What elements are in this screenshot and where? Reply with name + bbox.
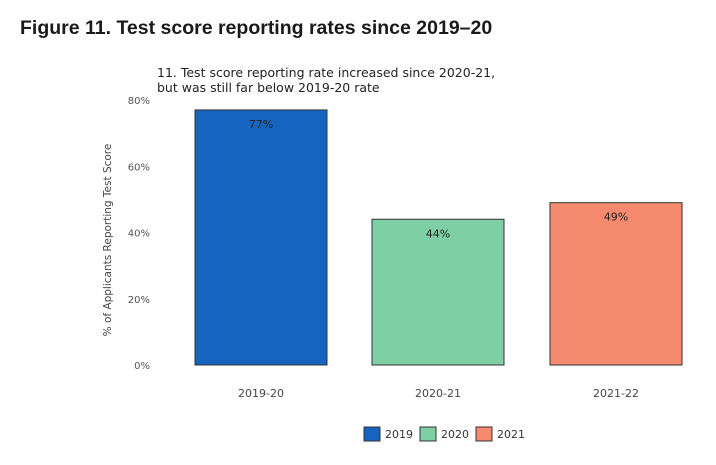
bar-value-label: 77% bbox=[249, 118, 273, 131]
legend: 2019 2020 2021 bbox=[363, 426, 525, 442]
x-axis-labels: 2019-20 2020-21 2021-22 bbox=[238, 387, 639, 400]
bar-value-label: 44% bbox=[426, 227, 450, 240]
legend-swatch bbox=[475, 426, 493, 442]
figure-heading: Figure 11. Test score reporting rates si… bbox=[20, 17, 493, 39]
legend-label: 2019 bbox=[385, 428, 413, 441]
x-tick-label: 2020-21 bbox=[415, 387, 461, 400]
y-tick-label: 80% bbox=[128, 96, 150, 107]
y-tick-label: 60% bbox=[128, 162, 150, 173]
y-tick-label: 0% bbox=[134, 361, 150, 372]
chart-title-line: 11. Test score reporting rate increased … bbox=[157, 65, 495, 80]
legend-swatch bbox=[419, 426, 437, 442]
bar bbox=[371, 218, 505, 366]
y-tick-label: 40% bbox=[128, 229, 150, 240]
bars bbox=[194, 109, 683, 366]
x-tick-label: 2021-22 bbox=[593, 387, 639, 400]
bar-value-label: 49% bbox=[604, 211, 628, 224]
legend-swatch bbox=[363, 426, 381, 442]
legend-label: 2021 bbox=[497, 428, 525, 441]
chart-title: 11. Test score reporting rate increased … bbox=[157, 65, 495, 95]
data-labels: 77% 44% 49% bbox=[249, 118, 628, 240]
y-axis-ticks: 0% 20% 40% 60% 80% bbox=[128, 96, 150, 372]
x-tick-label: 2019-20 bbox=[238, 387, 284, 400]
y-tick-label: 20% bbox=[128, 295, 150, 306]
bar bbox=[549, 202, 683, 366]
chart-title-line: but was still far below 2019-20 rate bbox=[157, 80, 380, 95]
legend-label: 2020 bbox=[441, 428, 469, 441]
bar bbox=[194, 109, 328, 366]
y-axis-label: % of Applicants Reporting Test Score bbox=[102, 144, 114, 337]
